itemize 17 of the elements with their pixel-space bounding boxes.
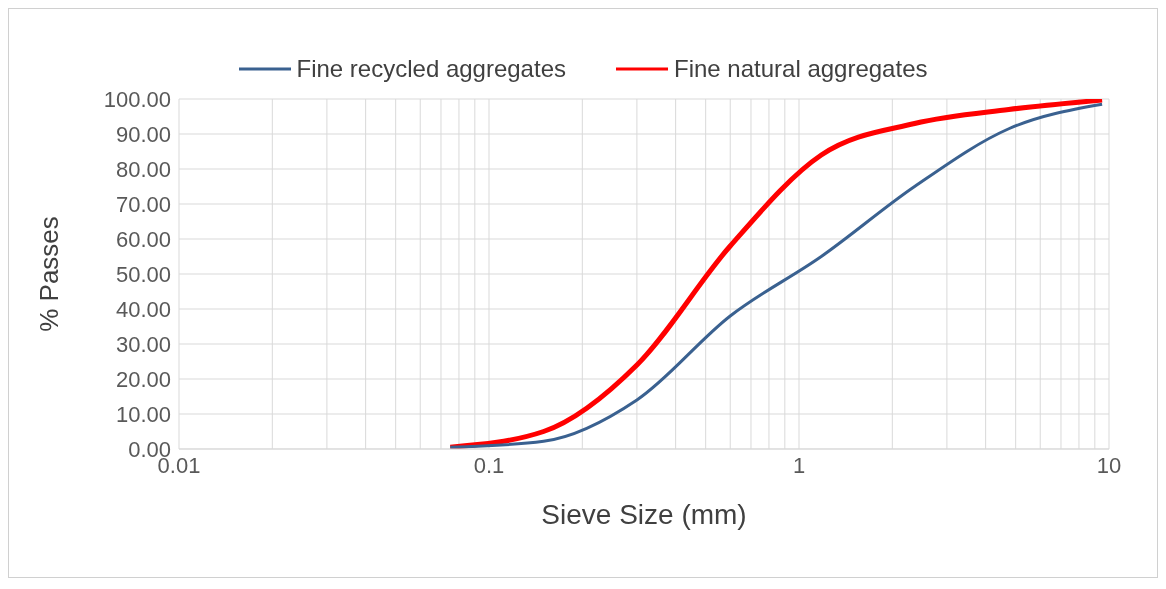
y-tick-label: 20.00 bbox=[115, 366, 171, 392]
y-tick-label: 80.00 bbox=[115, 156, 171, 182]
y-tick-label: 90.00 bbox=[115, 121, 171, 147]
y-tick-label: 60.00 bbox=[115, 226, 171, 252]
x-tick-label: 1 bbox=[792, 452, 806, 478]
x-axis-title: Sieve Size (mm) bbox=[541, 499, 747, 530]
legend-label: Fine natural aggregates bbox=[673, 55, 928, 83]
legend-label: Fine recycled aggregates bbox=[296, 55, 566, 83]
y-axis-title: % Passes bbox=[34, 216, 65, 332]
y-tick-label: 100.00 bbox=[103, 86, 171, 112]
y-tick-label: 10.00 bbox=[115, 401, 171, 427]
y-tick-label: 40.00 bbox=[115, 296, 171, 322]
y-tick-label: 50.00 bbox=[115, 261, 171, 287]
x-tick-label: 0.1 bbox=[473, 452, 505, 478]
y-tick-label: 30.00 bbox=[115, 331, 171, 357]
x-tick-label: 10 bbox=[1096, 452, 1122, 478]
y-tick-label: 70.00 bbox=[115, 191, 171, 217]
